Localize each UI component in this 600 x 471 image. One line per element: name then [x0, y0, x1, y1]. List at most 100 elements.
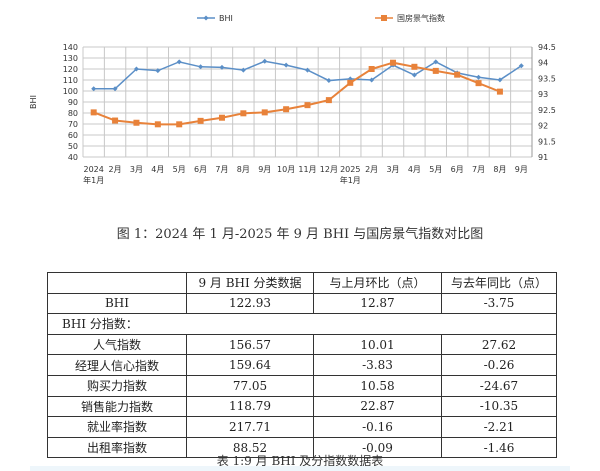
header-cell: 9 月 BHI 分类数据 [186, 272, 314, 294]
x-tick-label: 6月 [194, 165, 207, 174]
data-point [112, 86, 118, 92]
y-right-tick-label: 93.5 [538, 74, 556, 83]
cell: 12.87 [313, 292, 442, 315]
y-right-tick-label: 94 [538, 59, 548, 68]
x-tick-label: 4月 [408, 165, 421, 174]
data-point [518, 63, 524, 69]
series-line-1 [93, 61, 501, 126]
data-point [433, 59, 439, 65]
x-tick-label: 年1月 [83, 175, 104, 185]
cell: -0.26 [441, 354, 557, 376]
x-tick-label: 2月 [365, 165, 378, 174]
x-tick-label: 8月 [493, 165, 506, 174]
data-point [325, 97, 332, 104]
cell: 10.01 [313, 333, 442, 356]
x-tick-label: 9月 [258, 165, 271, 174]
data-point [90, 109, 97, 116]
bhi-data-table: 9 月 BHI 分类数据 与上月环比（点） 与去年同比（点） BHI 122.9… [47, 272, 557, 459]
x-tick-label: 5月 [173, 165, 186, 174]
data-point [347, 79, 354, 86]
data-point [219, 64, 225, 70]
data-point [454, 71, 461, 78]
x-tick-label: 2月 [109, 165, 122, 174]
figure-caption: 图 1：2024 年 1 月-2025 年 9 月 BHI 与国房景气指数对比图 [116, 227, 484, 242]
data-point [91, 86, 97, 92]
table-row: 就业率指数 217.71 -0.16 -2.21 [47, 416, 557, 438]
cell: 88.52 [186, 436, 314, 459]
table-row-bhi: BHI 122.93 12.87 -3.75 [47, 292, 557, 315]
header-cell: 与上月环比（点） [313, 272, 442, 294]
x-tick-label: 2024 [84, 165, 104, 174]
x-tick-label: 7月 [472, 165, 485, 174]
data-point [496, 88, 503, 95]
data-point [497, 77, 503, 83]
table-caption: 表 1:9 月 BHI 及分指数数据表 [216, 454, 384, 468]
x-tick-label: 9月 [515, 165, 528, 174]
y-right-tick-label: 94.5 [538, 43, 556, 52]
page-bottom-strip [30, 466, 570, 471]
x-tick-label: 2025 [340, 165, 360, 174]
x-tick-label: 年1月 [340, 175, 361, 185]
data-point [305, 67, 310, 73]
data-point [390, 59, 397, 66]
legend-label: 国房景气指数 [397, 13, 445, 23]
data-point [112, 117, 119, 124]
cell: 159.64 [186, 354, 314, 376]
cell: 10.58 [313, 374, 442, 397]
data-point [476, 74, 482, 80]
x-tick-label: 6月 [451, 165, 464, 174]
bhi-vs-climate-index-chart: 40 50 60 70 80 90 100 110 120 130 140 91 91.5 92 92.5 9… [29, 13, 556, 185]
y-axis-label: BHI [29, 95, 38, 109]
cell: BHI [47, 292, 187, 315]
cell: 156.57 [186, 333, 314, 356]
data-point [368, 66, 375, 72]
data-point [261, 109, 268, 116]
y-right-tick-label: 93 [538, 90, 548, 99]
table-row: 销售能力指数 118.79 22.87 -10.35 [47, 395, 557, 418]
y-left-tick-label: 140 [63, 43, 78, 52]
x-tick-label: 3月 [386, 165, 399, 174]
data-point [218, 114, 225, 121]
data-point [262, 58, 268, 64]
cell: 217.71 [186, 416, 314, 438]
data-point [432, 67, 439, 74]
section-label: BHI 分指数： [47, 313, 557, 335]
data-point [283, 62, 289, 68]
data-point [411, 72, 417, 78]
data-point [240, 110, 247, 117]
data-point [198, 64, 204, 70]
table-row: 出租率指数 88.52 -0.09 -1.46 [47, 436, 557, 459]
cell: 人气指数 [47, 333, 187, 356]
cell: -1.46 [441, 436, 557, 459]
data-point [326, 78, 332, 84]
legend-marker [203, 15, 209, 21]
x-tick-label: 10月 [277, 165, 295, 174]
table-section-row: BHI 分指数： [47, 313, 557, 335]
table-row: 购买力指数 77.05 10.58 -24.67 [47, 374, 557, 397]
table-header-row: 9 月 BHI 分类数据 与上月环比（点） 与去年同比（点） [47, 272, 557, 294]
data-point [133, 66, 139, 72]
x-tick-label: 3月 [130, 165, 143, 174]
cell: -0.09 [313, 436, 442, 459]
y-right-tick-label: 92.5 [538, 106, 556, 115]
y-left-tick-label: 90 [68, 98, 78, 107]
x-tick-label: 4月 [151, 165, 164, 174]
y-left-tick-label: 50 [68, 142, 78, 151]
header-cell: 与去年同比（点） [441, 272, 557, 294]
y-left-tick-label: 120 [63, 65, 78, 74]
y-left-tick-label: 110 [63, 76, 78, 85]
data-point [133, 119, 140, 126]
y-right-tick-label: 92 [538, 122, 548, 131]
y-left-tick-label: 100 [63, 87, 78, 96]
cell: -24.67 [441, 374, 557, 397]
x-tick-label: 5月 [429, 165, 442, 174]
cell: 出租率指数 [47, 436, 187, 459]
cell: 销售能力指数 [47, 395, 187, 418]
table-row: 人气指数 156.57 10.01 27.62 [47, 333, 557, 356]
cell: 122.93 [186, 292, 314, 315]
data-point [475, 80, 482, 87]
y-right-tick-label: 91.5 [538, 137, 556, 146]
cell: 118.79 [186, 395, 314, 418]
cell: -3.83 [313, 354, 442, 376]
legend-label: BHI [219, 14, 233, 23]
